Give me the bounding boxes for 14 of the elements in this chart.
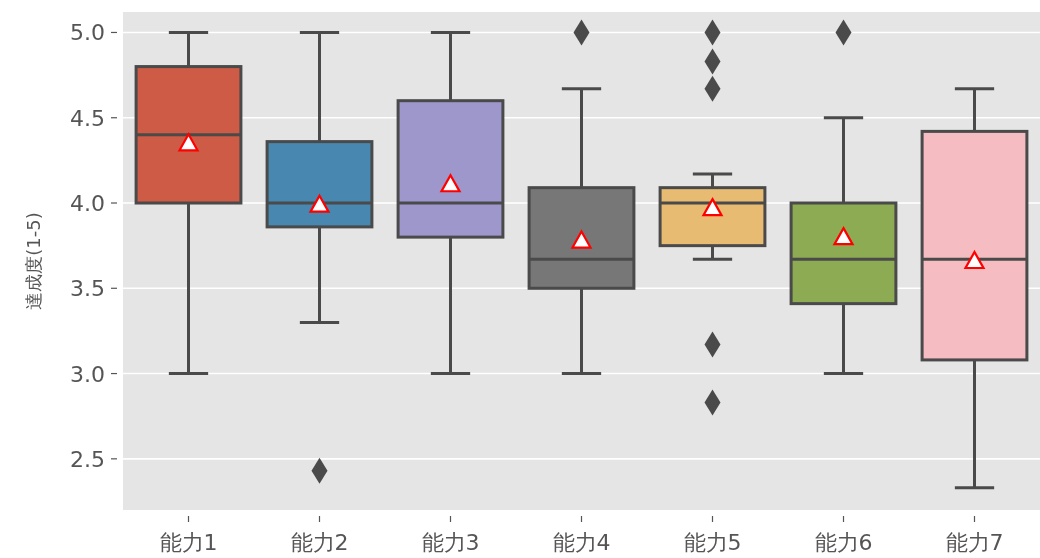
- y-tick-label: 2.5: [70, 446, 105, 472]
- y-axis-title: 達成度(1-5): [23, 212, 44, 310]
- x-tick-label: 能力5: [683, 530, 742, 555]
- x-tick-label: 能力4: [552, 530, 611, 555]
- x-tick-label: 能力2: [290, 530, 349, 555]
- x-tick-label: 能力3: [421, 530, 480, 555]
- x-tick-label: 能力1: [159, 530, 218, 555]
- y-tick-label: 4.5: [70, 105, 105, 131]
- y-tick-label: 5.0: [70, 20, 105, 46]
- x-tick-label: 能力6: [814, 530, 873, 555]
- y-tick-label: 3.5: [70, 276, 105, 302]
- x-tick-label: 能力7: [945, 530, 1004, 555]
- y-tick-label: 4.0: [70, 191, 105, 217]
- y-tick-label: 3.0: [70, 361, 105, 387]
